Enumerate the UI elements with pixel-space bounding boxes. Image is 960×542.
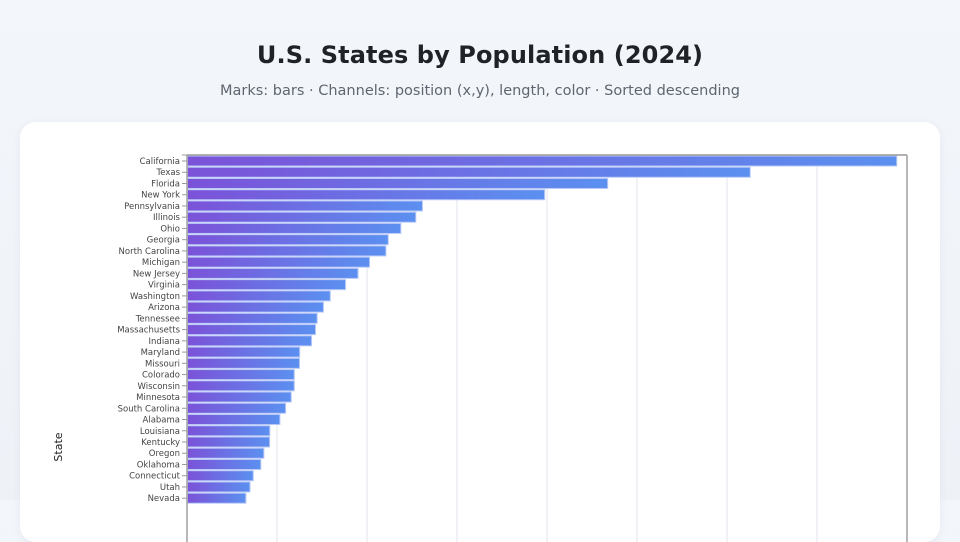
y-tick-label: New York [141,191,180,201]
y-tick-label: Texas [156,168,181,178]
y-tick-label: Oklahoma [137,460,180,470]
y-tick-label: Utah [160,483,180,493]
page-title: U.S. States by Population (2024) [256,41,704,69]
bar-pennsylvania[interactable] [187,200,423,212]
y-tick-label: Missouri [145,359,180,369]
y-tick-label: Nevada [148,494,180,504]
y-tick-label: Florida [151,179,180,189]
y-tick-label: Washington [130,292,180,302]
y-tick-label: Oregon [149,449,180,459]
y-tick-label: Alabama [143,416,180,426]
page-subtitle: Marks: bars · Channels: position (x,y), … [220,83,740,99]
bar-wisconsin[interactable] [187,380,295,392]
bar-georgia[interactable] [187,234,389,246]
y-tick-label: Louisiana [140,427,180,437]
y-tick-label: Pennsylvania [124,202,180,212]
bar-new-york[interactable] [187,189,546,201]
y-tick-label: Ohio [160,224,180,234]
y-tick-label: Tennessee [135,314,180,324]
y-tick-label: Kentucky [141,438,180,448]
y-tick-label: Indiana [149,337,180,347]
bar-washington[interactable] [187,290,331,302]
y-tick-label: Michigan [142,258,180,268]
bar-connecticut[interactable] [187,470,254,482]
plot-frame [182,154,908,542]
bar-new-jersey[interactable] [187,267,359,279]
y-tick-label: Virginia [148,281,180,291]
bar-utah[interactable] [187,481,251,493]
y-tick-label: Colorado [142,371,180,381]
y-tick-label: New Jersey [133,269,180,279]
y-axis-title: State [52,432,65,461]
y-tick-label: South Carolina [118,404,180,414]
y-tick-label: Illinois [153,213,181,223]
bar-ohio[interactable] [187,222,402,234]
bar-florida[interactable] [187,177,609,189]
y-tick-label: Arizona [148,303,180,313]
bar-nevada[interactable] [187,492,247,504]
bar-oklahoma[interactable] [187,458,262,470]
y-tick-label: California [140,157,180,167]
bar-minnesota[interactable] [187,391,292,403]
bar-colorado[interactable] [187,369,295,381]
bar-louisiana[interactable] [187,425,271,437]
bar-missouri[interactable] [187,357,300,369]
bar-maryland[interactable] [187,346,301,358]
bar-indiana[interactable] [187,335,313,347]
chart-card: California Texas Florida New York Pennsylvan… [20,122,940,542]
y-tick-label: North Carolina [119,247,180,257]
y-tick-label: Georgia [147,236,180,246]
bar-michigan[interactable] [187,256,371,268]
bar-tennessee[interactable] [187,312,318,324]
y-tick-label: Massachusetts [117,326,180,336]
bar-virginia[interactable] [187,279,347,291]
bar-north-carolina[interactable] [187,245,387,257]
bar-california[interactable] [187,155,898,167]
y-tick-label: Minnesota [136,393,180,403]
bar-illinois[interactable] [187,211,417,223]
bar-oregon[interactable] [187,447,265,459]
y-tick-label: Maryland [141,348,180,358]
bar-kentucky[interactable] [187,436,271,448]
bars [187,155,898,504]
bar-texas[interactable] [187,166,751,178]
bar-massachusetts[interactable] [187,324,317,336]
bar-arizona[interactable] [187,301,324,313]
y-tick-label: Connecticut [129,472,181,482]
y-tick-label: Wisconsin [138,382,180,392]
bar-alabama[interactable] [187,414,281,426]
bar-south-carolina[interactable] [187,402,287,414]
